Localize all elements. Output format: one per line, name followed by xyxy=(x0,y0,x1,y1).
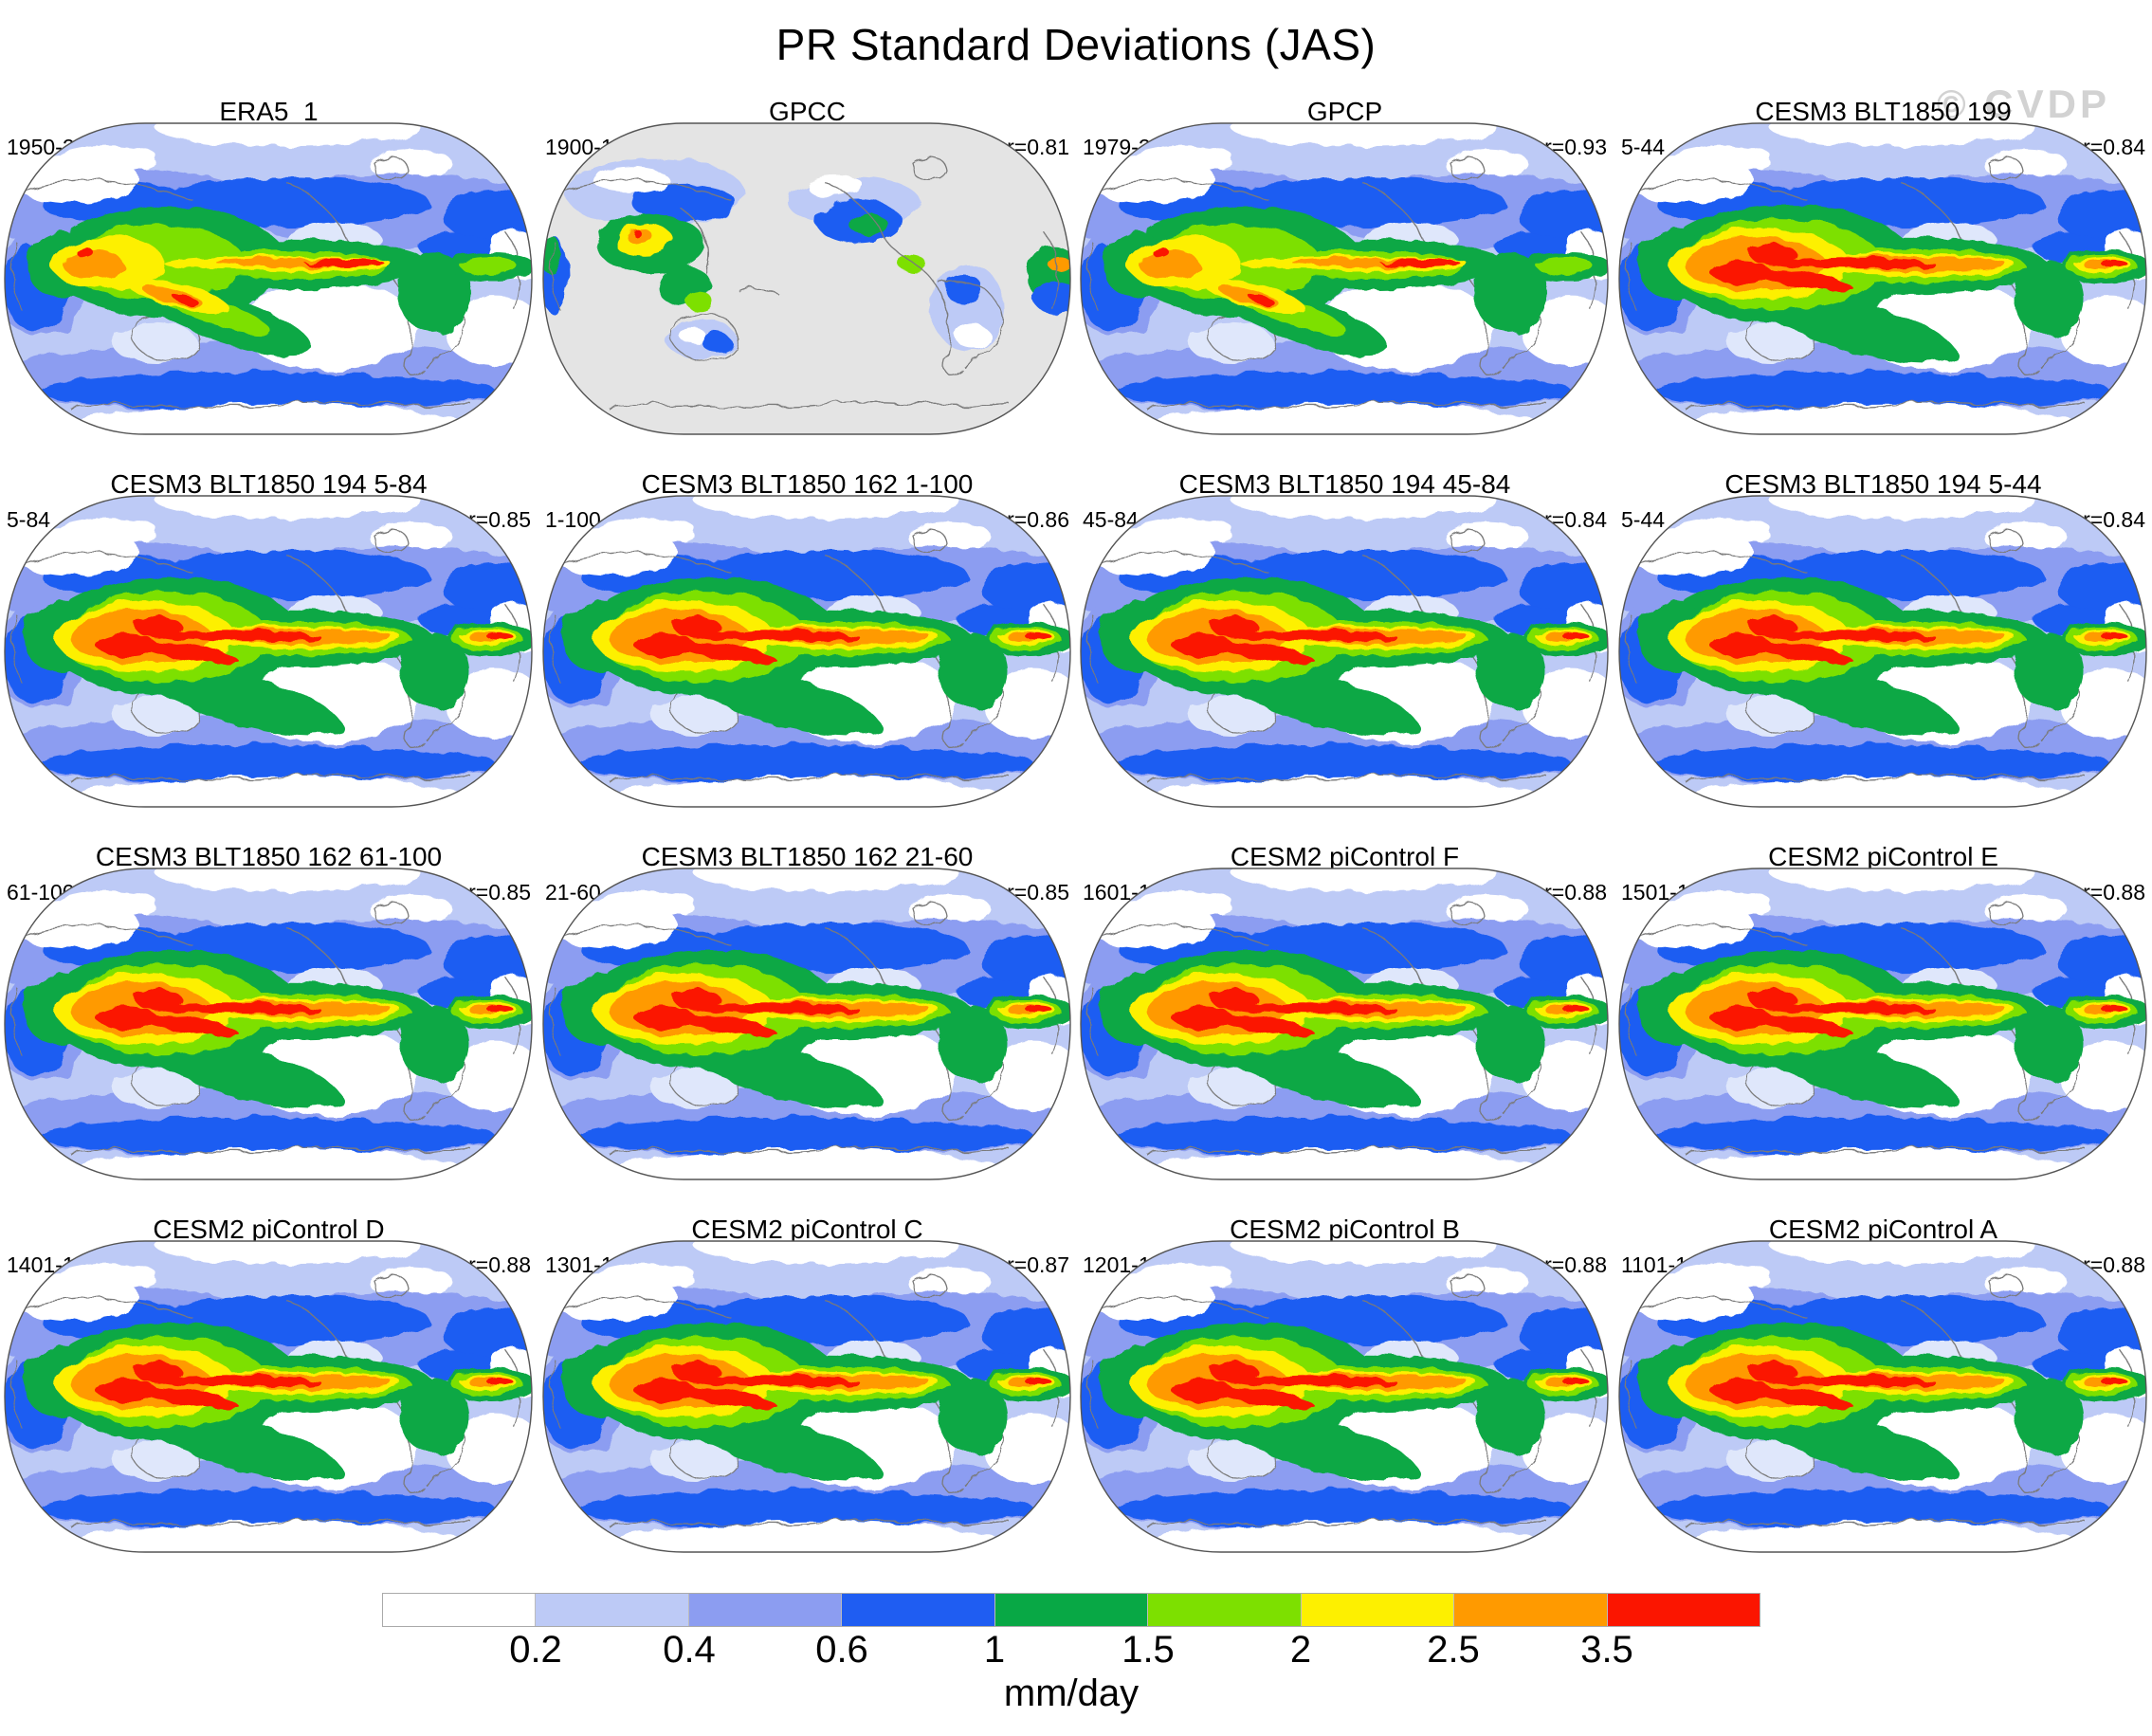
colorbar-tick: 2.5 xyxy=(1427,1629,1480,1671)
map-panel: CESM3 BLT1850 162 1-100 1-100 r=0.86 xyxy=(540,467,1074,833)
colorbar-segment xyxy=(1607,1594,1760,1626)
panel-title: GPCP xyxy=(1306,97,1383,126)
world-map xyxy=(4,868,533,1180)
map-panel: CESM3 BLT1850 194 45-84 45-84 r=0.84 xyxy=(1078,467,1612,833)
colorbar-units-label: mm/day xyxy=(1003,1672,1140,1714)
colorbar-segment xyxy=(1148,1594,1302,1626)
world-map xyxy=(1080,868,1609,1180)
map-panel: CESM2 piControl C 1301-1340 r=0.87 xyxy=(540,1213,1074,1579)
world-map xyxy=(1618,868,2147,1180)
panel-title: CESM3 BLT1850 194 45-84 xyxy=(1178,469,1511,499)
map-panel: CESM2 piControl F 1601-1640 r=0.88 xyxy=(1078,840,1612,1206)
panel-title: CESM3 BLT1850 194 5-44 xyxy=(1724,469,2042,499)
panel-title: CESM3 BLT1850 162 1-100 xyxy=(641,469,974,499)
map-panel: CESM2 piControl E 1501-1540 r=0.88 xyxy=(1616,840,2150,1206)
page-title: PR Standard Deviations (JAS) xyxy=(775,20,1377,69)
colorbar-segment xyxy=(1454,1594,1608,1626)
world-map xyxy=(1618,122,2147,435)
panel-title: CESM2 piControl F xyxy=(1230,842,1460,871)
map-panel: CESM3 BLT1850 162 21-60 21-60 r=0.85 xyxy=(540,840,1074,1206)
panel-title: CESM3 BLT1850 194 5-84 xyxy=(110,469,428,499)
map-panel: CESM3 BLT1850 199 5-44 r=0.84 xyxy=(1616,95,2150,461)
map-panel: GPCP 1979-2024 r=0.93 xyxy=(1078,95,1612,461)
colorbar-tick: 0.6 xyxy=(815,1629,868,1671)
world-map xyxy=(1080,122,1609,435)
world-map xyxy=(542,122,1071,435)
map-panel: CESM2 piControl D 1401-1440 r=0.88 xyxy=(2,1213,536,1579)
panel-period-label: 5-44 xyxy=(1621,135,1666,159)
world-map xyxy=(1080,495,1609,808)
cvdp-watermark: © CVDP xyxy=(1936,82,2110,126)
panel-title: GPCC xyxy=(769,97,846,126)
colorbar-tick: 2 xyxy=(1289,1629,1312,1671)
panel-title: CESM2 piControl D xyxy=(153,1215,385,1244)
map-panel: CESM2 piControl B 1201-1240 r=0.88 xyxy=(1078,1213,1612,1579)
map-panel: GPCC 1900-1949 r=0.81 xyxy=(540,95,1074,461)
colorbar-segment xyxy=(994,1594,1149,1626)
panel-title: ERA5_1 xyxy=(219,97,319,126)
colorbar-segment xyxy=(842,1594,995,1626)
world-map xyxy=(542,868,1071,1180)
colorbar-tick: 0.2 xyxy=(509,1629,562,1671)
panel-title: CESM2 piControl C xyxy=(691,1215,923,1244)
panel-title: CESM3 BLT1850 162 61-100 xyxy=(95,842,443,871)
world-map xyxy=(4,495,533,808)
world-map xyxy=(1080,1240,1609,1553)
world-map xyxy=(1618,1240,2147,1553)
colorbar-tick: 1 xyxy=(983,1629,1006,1671)
colorbar-segment xyxy=(536,1594,689,1626)
world-map xyxy=(4,122,533,435)
colorbar-tick: 0.4 xyxy=(663,1629,716,1671)
panel-period-label: 5-84 xyxy=(7,507,51,532)
world-map xyxy=(542,495,1071,808)
colorbar-tick: 3.5 xyxy=(1580,1629,1633,1671)
map-panel: CESM2 piControl A 1101-1140 r=0.88 xyxy=(1616,1213,2150,1579)
map-panel: CESM3 BLT1850 194 5-84 5-84 r=0.85 xyxy=(2,467,536,833)
world-map xyxy=(1618,495,2147,808)
colorbar-segment xyxy=(383,1594,537,1626)
world-map xyxy=(542,1240,1071,1553)
map-panel: CESM3 BLT1850 162 61-100 61-100 r=0.85 xyxy=(2,840,536,1206)
panel-title: CESM2 piControl A xyxy=(1768,1215,1998,1244)
map-panel: CESM3 BLT1850 194 5-44 5-44 r=0.84 xyxy=(1616,467,2150,833)
panel-title: CESM3 BLT1850 162 21-60 xyxy=(641,842,974,871)
map-panel: ERA5_1 1950-2024 xyxy=(2,95,536,461)
panel-title: CESM2 piControl B xyxy=(1230,1215,1460,1244)
colorbar-segment xyxy=(688,1594,843,1626)
colorbar xyxy=(382,1593,1760,1627)
panel-title: CESM2 piControl E xyxy=(1768,842,1998,871)
colorbar-tick: 1.5 xyxy=(1122,1629,1175,1671)
panel-period-label: 5-44 xyxy=(1621,507,1666,532)
panel-title: CESM3 BLT1850 199 xyxy=(1755,97,2012,126)
colorbar-segment xyxy=(1301,1594,1455,1626)
world-map xyxy=(4,1240,533,1553)
